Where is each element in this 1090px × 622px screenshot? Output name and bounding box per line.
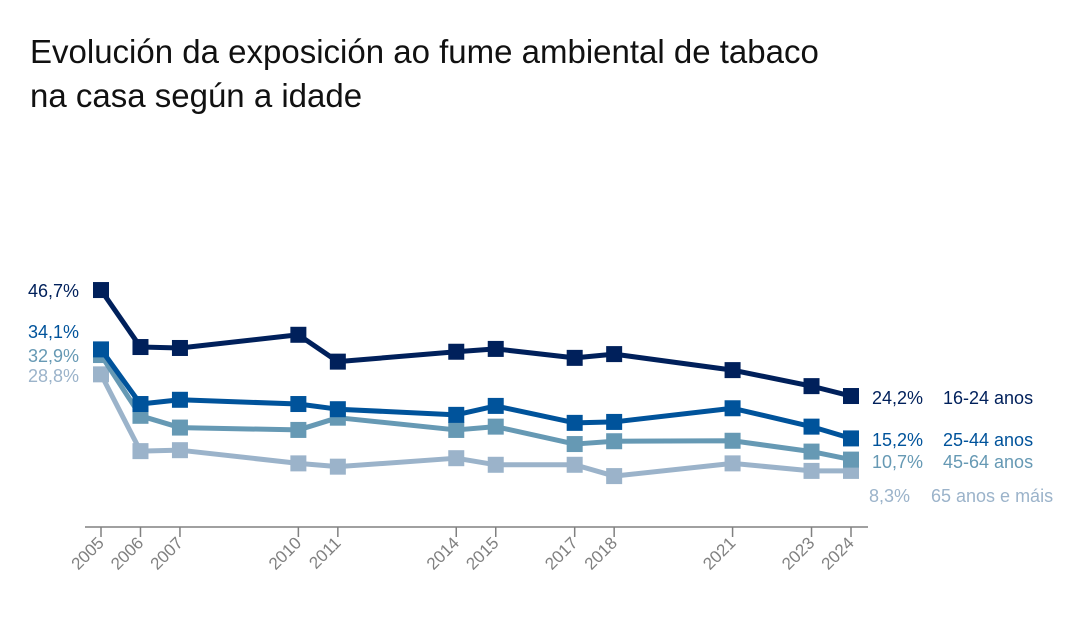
- data-point-marker: [724, 432, 741, 449]
- data-point-marker: [566, 456, 583, 473]
- data-point-marker: [487, 397, 504, 414]
- series-name-label: 25-44 anos: [943, 430, 1033, 450]
- chart-title-line-2: na casa según a idade: [30, 77, 363, 114]
- data-point-marker: [803, 443, 820, 460]
- start-value-label: 32,9%: [28, 346, 79, 366]
- data-point-marker: [803, 462, 820, 479]
- series-65-anos-e-máis: [93, 366, 859, 485]
- x-tick-label: 2015: [462, 533, 502, 573]
- data-point-marker: [329, 401, 346, 418]
- data-point-marker: [843, 430, 859, 447]
- data-point-marker: [93, 282, 109, 299]
- start-value-label: 34,1%: [28, 322, 79, 342]
- x-tick-label: 2023: [778, 533, 818, 573]
- chart-title-line-1: Evolución da exposición ao fume ambienta…: [30, 33, 819, 70]
- data-point-marker: [132, 396, 149, 413]
- series-45-64-anos: [93, 347, 859, 468]
- data-point-marker: [448, 421, 465, 438]
- data-point-marker: [606, 433, 623, 450]
- x-tick-label: 2007: [147, 533, 187, 573]
- data-point-marker: [329, 458, 346, 475]
- data-point-marker: [132, 339, 149, 356]
- data-point-marker: [171, 419, 188, 436]
- x-tick-label: 2010: [265, 533, 305, 573]
- end-value-label: 24,2%: [872, 388, 923, 408]
- data-point-marker: [566, 349, 583, 366]
- series-16-24-anos: [93, 282, 859, 405]
- series-lines: [93, 282, 859, 485]
- data-point-marker: [724, 455, 741, 472]
- x-tick-label: 2011: [305, 533, 344, 572]
- end-value-label: 10,7%: [872, 452, 923, 472]
- series-labels: 46,7% 24,2% 16-24 anos 34,1% 15,2% 25-44 anos…: [28, 281, 1053, 506]
- x-tick-label: 2014: [423, 533, 463, 573]
- data-point-marker: [487, 340, 504, 357]
- data-point-marker: [448, 450, 465, 467]
- x-axis: 2005 2006 2007 2010 2011 2014 2015 2017 2018 2021…: [68, 526, 868, 574]
- data-point-marker: [843, 388, 859, 405]
- data-point-marker: [487, 456, 504, 473]
- start-value-label: 46,7%: [28, 281, 79, 301]
- data-point-marker: [606, 468, 623, 485]
- data-point-marker: [448, 406, 465, 423]
- data-point-marker: [171, 339, 188, 356]
- data-point-marker: [132, 443, 149, 460]
- data-point-marker: [290, 421, 307, 438]
- data-point-marker: [93, 366, 109, 383]
- data-point-marker: [93, 341, 109, 358]
- data-point-marker: [329, 353, 346, 370]
- data-point-marker: [803, 378, 820, 395]
- chart-title: Evolución da exposición ao fume ambienta…: [30, 30, 819, 118]
- data-point-marker: [448, 343, 465, 360]
- data-point-marker: [724, 400, 741, 417]
- data-point-marker: [290, 455, 307, 472]
- series-name-label: 16-24 anos: [943, 388, 1033, 408]
- end-value-label: 8,3%: [869, 486, 910, 506]
- series-name-label: 65 anos e máis: [931, 486, 1053, 506]
- series-line: [98, 288, 852, 399]
- data-point-marker: [606, 413, 623, 430]
- data-point-marker: [171, 442, 188, 459]
- data-point-marker: [290, 396, 307, 413]
- start-value-label: 28,8%: [28, 366, 79, 386]
- data-point-marker: [566, 414, 583, 431]
- data-point-marker: [803, 418, 820, 435]
- x-tick-label: 2005: [68, 533, 108, 573]
- x-tick-label: 2021: [699, 533, 739, 573]
- series-25-44-anos: [93, 341, 859, 447]
- x-tick-label: 2017: [541, 533, 581, 573]
- x-tick-label: 2006: [107, 533, 147, 573]
- data-point-marker: [724, 362, 741, 379]
- data-point-marker: [171, 391, 188, 408]
- data-point-marker: [290, 326, 307, 343]
- end-value-label: 15,2%: [872, 430, 923, 450]
- series-name-label: 45-64 anos: [943, 452, 1033, 472]
- data-point-marker: [843, 451, 859, 468]
- x-tick-label: 2024: [818, 533, 858, 573]
- data-point-marker: [606, 346, 623, 363]
- x-tick-label: 2018: [581, 533, 621, 573]
- data-point-marker: [487, 418, 504, 435]
- data-point-marker: [566, 436, 583, 453]
